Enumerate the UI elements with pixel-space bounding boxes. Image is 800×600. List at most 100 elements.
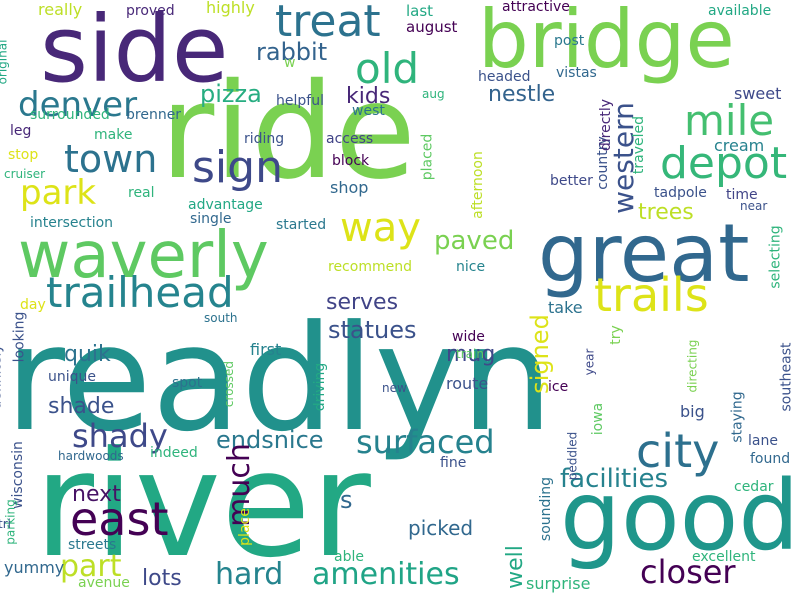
word: serves (326, 290, 399, 315)
word: shady (72, 417, 168, 455)
word: helpful (276, 93, 324, 109)
word: facilities (560, 464, 669, 494)
word: near (740, 199, 768, 213)
word: ride (160, 55, 416, 209)
word: hardwoods (58, 449, 124, 463)
word: access (326, 131, 374, 147)
word: river (34, 420, 371, 590)
word: take (548, 298, 583, 317)
word: place (236, 508, 253, 546)
word: tri (0, 517, 11, 531)
word: driving (312, 362, 329, 412)
word: vistas (556, 65, 597, 81)
word: kids (346, 84, 391, 109)
word: better (550, 173, 593, 189)
word: picked (408, 516, 474, 540)
word: wide (452, 329, 485, 345)
word: w (284, 55, 296, 71)
word: directly (598, 98, 615, 152)
word: surfaced (356, 423, 495, 461)
word: crossed (222, 360, 237, 408)
word: definitely (0, 344, 5, 410)
word: avenue (78, 575, 130, 591)
word: year (582, 348, 597, 376)
word: rabbit (256, 38, 328, 66)
word: last (406, 2, 434, 20)
word: fine (440, 455, 467, 471)
word: placed (419, 133, 436, 181)
word: park (20, 173, 97, 213)
word: part (60, 549, 122, 584)
word: cedar (734, 479, 774, 495)
word: block (332, 153, 370, 169)
word: sign (192, 142, 283, 193)
word: traveled (631, 115, 648, 175)
word: shade (48, 394, 115, 419)
word: spot (172, 375, 203, 391)
word: new (382, 381, 407, 395)
word: readlyn (5, 294, 554, 464)
word: yummy (4, 558, 65, 577)
word: shop (330, 178, 369, 197)
word: riding (244, 131, 285, 147)
word: old (355, 44, 420, 93)
word: hard (215, 557, 284, 592)
word: great (538, 207, 750, 300)
word: selecting (767, 225, 784, 289)
word: indeed (150, 445, 198, 461)
word: directing (685, 339, 700, 393)
word: first (250, 340, 282, 359)
word: single (190, 211, 232, 227)
word: amenities (312, 557, 460, 592)
word: southeast (778, 342, 795, 412)
word: make (94, 127, 133, 143)
word: lane (748, 433, 778, 449)
word: mug (446, 342, 496, 367)
word: cruiser (4, 167, 46, 181)
word: town (64, 137, 158, 181)
word: waverly (18, 219, 269, 293)
word: proved (126, 3, 175, 19)
word: day (20, 297, 46, 313)
word: east (70, 492, 169, 546)
word: next (72, 482, 121, 507)
word: mile (684, 96, 775, 145)
word: sounding (538, 476, 555, 542)
word: unique (48, 369, 97, 385)
word: closer (640, 553, 736, 591)
word: attractive (502, 0, 570, 15)
word: denver (18, 85, 138, 125)
word: intersection (30, 215, 114, 231)
word: post (554, 33, 585, 49)
word: able (334, 549, 364, 565)
word: ice (548, 379, 569, 395)
word: depot (660, 138, 788, 189)
word: time (726, 187, 758, 203)
word: city (636, 424, 720, 478)
word: leg (10, 123, 32, 139)
word: good (560, 460, 800, 572)
word: aug (422, 87, 445, 101)
word: pizza (200, 80, 262, 108)
word: excellent (692, 549, 756, 565)
word: treat (275, 0, 381, 47)
word: staying (729, 391, 746, 443)
word: looking (11, 311, 28, 363)
word: trailhead (46, 268, 234, 317)
word: paved (434, 226, 515, 256)
word: surprise (526, 574, 591, 593)
word: south (204, 311, 238, 325)
word: trails (594, 268, 709, 322)
word: highly (206, 0, 255, 17)
word: found (750, 451, 791, 467)
word: s (340, 486, 353, 514)
word: bridge (478, 0, 735, 86)
word: available (708, 3, 772, 19)
word: surrounded (30, 107, 110, 123)
word: train (456, 347, 484, 361)
word: quik (64, 342, 111, 367)
word: lots (142, 566, 182, 591)
word: original (0, 39, 10, 85)
word: way (340, 205, 421, 251)
